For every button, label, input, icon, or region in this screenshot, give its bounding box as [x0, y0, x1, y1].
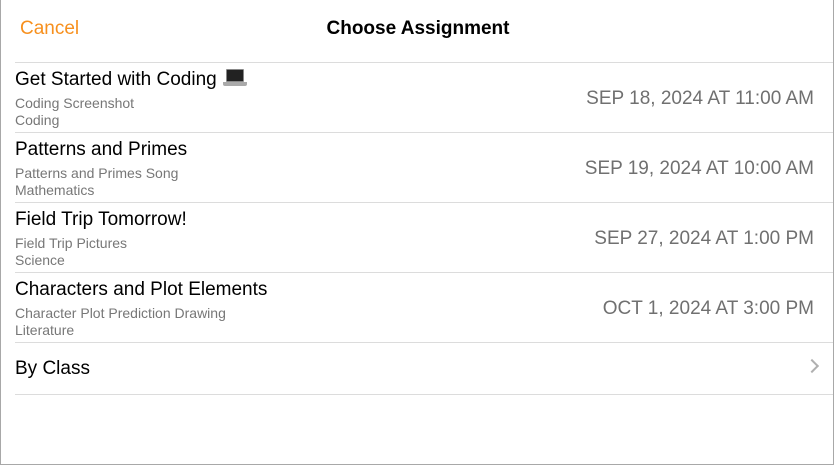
laptop-icon [222, 69, 247, 87]
assignment-row[interactable]: Patterns and Primes Patterns and Primes … [15, 132, 833, 202]
chevron-right-icon [804, 358, 820, 374]
by-class-row[interactable]: By Class [15, 342, 833, 395]
assignment-date: SEP 19, 2024 AT 10:00 AM [584, 158, 814, 179]
assignment-date: SEP 18, 2024 AT 11:00 AM [586, 88, 814, 109]
cancel-button[interactable]: Cancel [20, 18, 80, 39]
assignment-title: Field Trip Tomorrow! [15, 209, 187, 230]
assignment-title: Characters and Plot Elements [15, 279, 268, 300]
by-class-label: By Class [15, 358, 90, 379]
navigation-bar: Cancel Choose Assignment [1, 0, 834, 62]
assignment-subject: Science [15, 252, 65, 268]
assignment-subtitle: Field Trip Pictures [15, 235, 128, 251]
assignment-subject: Mathematics [15, 182, 95, 198]
assignment-date: SEP 27, 2024 AT 1:00 PM [594, 228, 814, 249]
assignment-row[interactable]: Get Started with Coding Coding Screensho… [15, 62, 833, 132]
assignment-subject: Literature [15, 322, 75, 338]
assignment-row[interactable]: Characters and Plot Elements Character P… [15, 272, 833, 342]
assignment-subject: Coding [15, 112, 60, 128]
assignment-subtitle: Character Plot Prediction Drawing [15, 305, 226, 321]
assignment-row[interactable]: Field Trip Tomorrow! Field Trip Pictures… [15, 202, 833, 272]
assignment-subtitle: Patterns and Primes Song [15, 165, 179, 181]
assignment-list: Get Started with Coding Coding Screensho… [15, 62, 833, 395]
assignment-title: Patterns and Primes [15, 139, 188, 160]
assignment-subtitle: Coding Screenshot [15, 95, 135, 111]
page-title: Choose Assignment [326, 18, 510, 39]
assignment-title: Get Started with Coding [15, 69, 217, 90]
assignment-date: OCT 1, 2024 AT 3:00 PM [602, 298, 814, 319]
